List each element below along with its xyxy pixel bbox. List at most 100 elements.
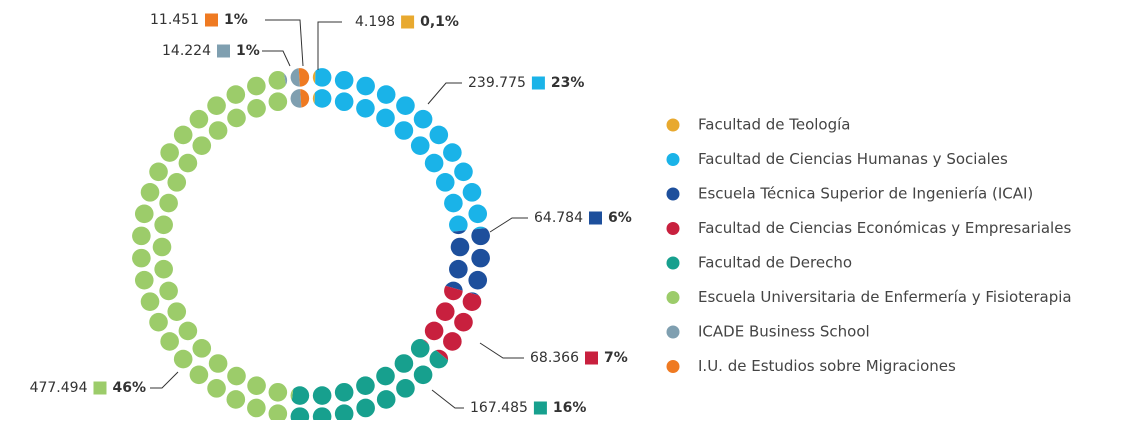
dot — [268, 92, 288, 112]
dot — [424, 321, 444, 341]
slice — [132, 68, 310, 424]
dot — [334, 92, 354, 112]
percent-label: 23% — [551, 75, 585, 91]
dot — [268, 404, 288, 424]
dot — [454, 162, 473, 182]
leader-line — [479, 342, 524, 359]
dot — [160, 143, 179, 162]
value-label: 167.485 — [470, 400, 528, 416]
dot — [396, 96, 415, 115]
legend-label: Facultad de Derecho — [698, 254, 852, 272]
dot — [424, 153, 444, 173]
legend-marker — [666, 360, 680, 373]
dot — [468, 204, 488, 224]
dot — [207, 379, 226, 398]
percent-label: 6% — [608, 210, 632, 226]
percent-label: 16% — [553, 400, 587, 416]
legend-marker — [666, 291, 680, 304]
leader-line — [427, 82, 462, 105]
dot — [208, 121, 228, 140]
dot — [435, 302, 455, 321]
dot — [159, 193, 178, 213]
percent-label: 1% — [236, 43, 260, 59]
label-swatch — [401, 15, 415, 29]
leader-line — [431, 389, 464, 409]
dot — [227, 366, 246, 386]
dot — [410, 136, 430, 155]
dot — [356, 398, 375, 418]
dot — [413, 109, 433, 129]
value-label: 64.784 — [534, 210, 583, 226]
dot — [173, 125, 193, 145]
dot — [334, 382, 354, 402]
dot — [356, 98, 375, 118]
dot — [226, 85, 246, 104]
dot — [449, 215, 468, 235]
dot — [462, 183, 482, 202]
dot — [268, 382, 288, 402]
dot — [208, 354, 228, 373]
dot — [134, 204, 154, 224]
dot — [207, 96, 226, 115]
percent-label: 46% — [112, 380, 146, 396]
dot — [429, 125, 449, 145]
dot — [334, 70, 354, 90]
dot — [290, 386, 310, 405]
dot — [410, 339, 430, 358]
dot — [189, 109, 209, 129]
dot — [159, 281, 178, 301]
dot — [149, 312, 168, 332]
dot — [471, 226, 490, 246]
dot — [394, 354, 414, 373]
dot — [268, 70, 288, 90]
dot — [167, 302, 187, 321]
label-swatch — [585, 351, 598, 365]
dot — [334, 404, 354, 424]
dot — [132, 226, 151, 246]
label-swatch — [205, 13, 218, 27]
dot — [160, 332, 179, 351]
label-swatch — [93, 381, 107, 395]
dot — [247, 376, 266, 396]
dot — [312, 386, 332, 405]
legend-marker — [666, 222, 680, 235]
value-label: 4.198 — [355, 14, 395, 30]
dot — [356, 376, 375, 396]
dot — [376, 390, 396, 409]
legend-label: Facultad de Teología — [698, 116, 851, 134]
dot — [454, 312, 473, 332]
dot — [376, 366, 395, 386]
dot — [189, 365, 209, 385]
leader-line — [150, 371, 179, 389]
leader-line — [262, 50, 291, 67]
dot — [462, 292, 482, 311]
dot — [449, 259, 468, 279]
dot — [356, 76, 375, 96]
legend-marker — [666, 187, 680, 201]
dot — [134, 270, 154, 290]
legend-label: Facultad de Ciencias Económicas y Empres… — [698, 219, 1071, 237]
legend-marker — [666, 153, 680, 166]
dot — [226, 390, 246, 409]
dot — [290, 407, 310, 424]
dot — [247, 98, 266, 118]
dot — [154, 259, 173, 279]
legend-marker — [666, 256, 680, 270]
value-label: 239.775 — [468, 75, 526, 91]
dot — [227, 108, 246, 128]
dot — [154, 215, 173, 235]
dot — [149, 162, 168, 182]
label-swatch — [533, 401, 547, 415]
dot — [178, 153, 198, 173]
label-swatch — [217, 44, 230, 58]
value-label: 477.494 — [30, 380, 88, 396]
leader-line — [317, 21, 342, 70]
dot — [297, 68, 310, 87]
dot — [192, 136, 212, 155]
dot — [152, 237, 172, 257]
dot — [413, 365, 433, 385]
dot — [167, 173, 187, 192]
dot — [192, 339, 212, 358]
dot — [444, 193, 463, 213]
dot — [173, 349, 193, 369]
